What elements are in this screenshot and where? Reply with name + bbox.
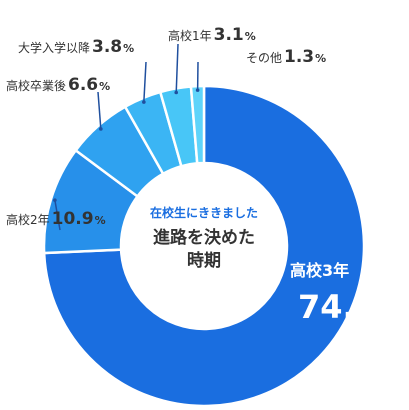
center-subtitle: 在校生にききました	[150, 205, 258, 220]
leader-dot	[142, 100, 146, 104]
slice-label-name: その他	[246, 51, 282, 65]
donut-hole	[121, 163, 287, 329]
leader-line	[175, 43, 179, 93]
center-title-line1: 進路を決めた	[153, 227, 255, 248]
leader-dot	[99, 127, 103, 131]
slice-label-value: 6.6	[68, 75, 98, 95]
leader-dot	[174, 90, 179, 95]
slice-label-unit: %	[315, 52, 326, 65]
slice-labels: 高校3年 74.3% 高校2年 10.9 % 高校卒業後 6.6 % 大学入学以降 3.8 % 高校1…	[6, 25, 380, 326]
leader-line	[97, 91, 102, 130]
slice-label-value: 1.3	[284, 47, 314, 67]
slice-label-value: 74.3	[298, 288, 377, 326]
slice-label-name: 高校3年	[290, 261, 349, 280]
leader-dot	[53, 198, 57, 202]
leader-line	[54, 200, 61, 231]
slice-label-unit: %	[123, 42, 134, 55]
slice-label-unit: %	[95, 214, 106, 227]
slice-label-unit: %	[245, 30, 256, 43]
slice-label-unit: %	[99, 80, 110, 93]
slice-label-unit: %	[366, 306, 380, 322]
slice-label-value: 3.1	[214, 25, 244, 45]
center-title-line2: 時期	[187, 250, 221, 271]
slice-label-name: 高校2年	[6, 212, 50, 227]
leader-line	[143, 61, 147, 103]
leader-dot	[195, 88, 200, 92]
slice-label-value: 3.8	[92, 37, 122, 57]
slice-label-name: 高校1年	[168, 28, 212, 43]
slices-layer	[42, 84, 366, 408]
slice-label-name: 大学入学以降	[18, 40, 90, 55]
leader-lines	[53, 43, 200, 231]
slice-label-name: 高校卒業後	[6, 78, 66, 93]
slice-label-value: 10.9	[52, 209, 94, 229]
center-label: 在校生にききました 進路を決めた 時期	[150, 205, 258, 271]
